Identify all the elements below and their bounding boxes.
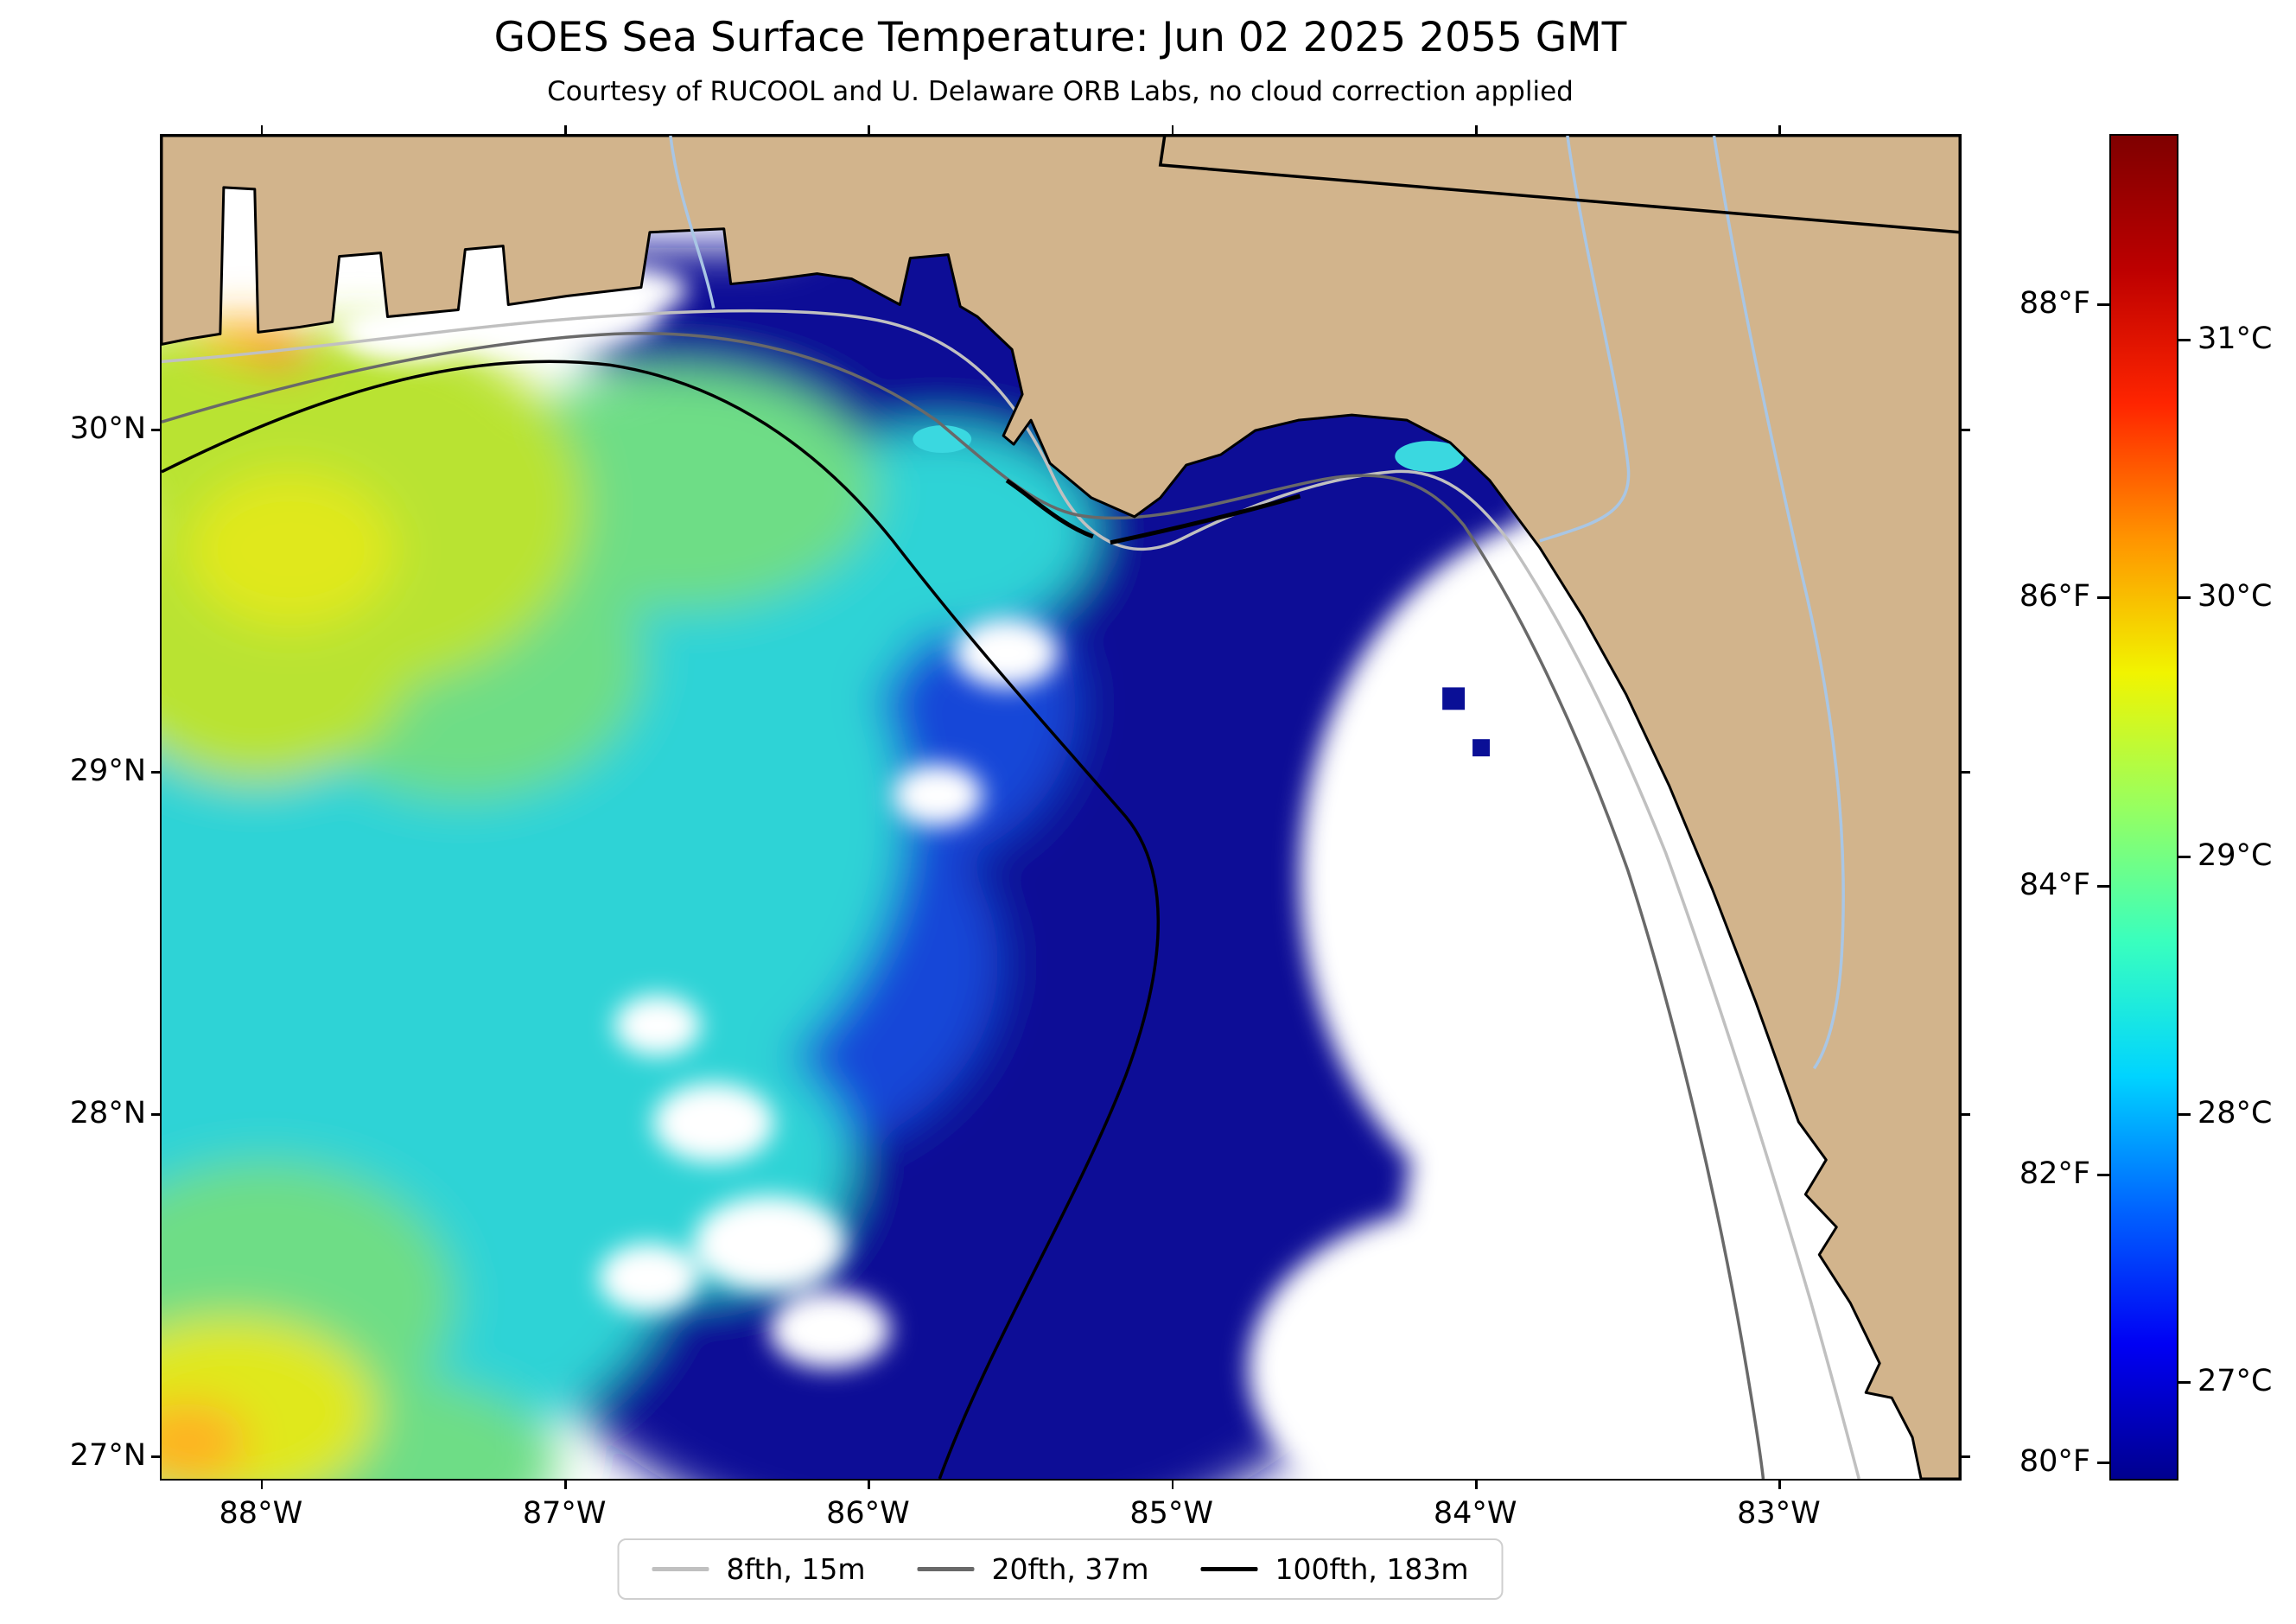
x-tick-label: 83°W [1737, 1496, 1821, 1531]
x-tick [260, 1479, 264, 1489]
y-tick-label: 29°N [69, 754, 146, 789]
x-tick [564, 1479, 567, 1489]
x-tick-top [1171, 125, 1174, 136]
colorbar-tick-f [2097, 303, 2111, 307]
river-central [1539, 136, 1631, 543]
x-tick [1475, 1479, 1478, 1489]
colorbar-label-f: 84°F [2019, 868, 2090, 903]
contour-legend: 8fth, 15m 20fth, 37m 100fth, 183m [617, 1538, 1504, 1600]
river-east [1712, 136, 1845, 1070]
x-tick-top [1778, 125, 1781, 136]
y-tick-label: 27°N [69, 1438, 146, 1474]
y-tick-right [1960, 429, 1970, 431]
legend-line-20fth-icon [917, 1567, 975, 1571]
legend-label-20fth: 20fth, 37m [991, 1552, 1149, 1586]
rivers [669, 136, 1845, 1070]
colorbar-label-c: 29°C [2197, 837, 2273, 873]
y-tick [151, 1113, 162, 1116]
contour-100fth-183m [162, 360, 1161, 1479]
x-tick [1171, 1479, 1174, 1489]
colorbar-tick-f [2097, 1461, 2111, 1464]
x-tick-top [260, 125, 264, 136]
y-tick [151, 429, 162, 431]
colorbar-gradient [2111, 136, 2177, 1479]
legend-item-100fth: 100fth, 183m [1200, 1552, 1469, 1586]
legend-label-8fth: 8fth, 15m [726, 1552, 866, 1586]
y-tick-label: 30°N [69, 411, 146, 447]
colorbar-label-c: 28°C [2197, 1096, 2273, 1131]
x-tick-label: 85°W [1129, 1496, 1214, 1531]
colorbar-tick-f [2097, 1174, 2111, 1177]
colorbar-tick-c [2177, 855, 2191, 858]
legend-label-100fth: 100fth, 183m [1275, 1552, 1469, 1586]
x-tick-top [868, 125, 870, 136]
y-tick-right [1960, 1455, 1970, 1458]
colorbar-tick-f [2097, 885, 2111, 888]
colorbar-label-c: 30°C [2197, 579, 2273, 615]
bathymetry-contours [162, 309, 1860, 1479]
x-tick [868, 1479, 870, 1489]
colorbar-label-f: 88°F [2019, 286, 2090, 322]
legend-line-8fth-icon [652, 1567, 709, 1571]
land-mass [162, 136, 1960, 1479]
y-tick-label: 28°N [69, 1096, 146, 1131]
map-plot-area: 88°W 87°W 86°W 85°W 84°W 83°W 30°N 29°N … [70, 125, 1970, 1531]
x-tick-label: 86°W [826, 1496, 910, 1531]
colorbar-label-f: 86°F [2019, 579, 2090, 615]
colorbar-tick-c [2177, 596, 2191, 600]
x-tick-label: 87°W [522, 1496, 607, 1531]
barrier-islands [1005, 478, 1301, 545]
y-tick-right [1960, 1113, 1970, 1116]
temperature-colorbar: 88°F 86°F 84°F 82°F 80°F 31°C 30°C 29°C … [2019, 134, 2272, 1481]
y-tick-right [1960, 771, 1970, 774]
sst-hottest-spot [256, 340, 308, 366]
colorbar-label-f: 82°F [2019, 1156, 2090, 1192]
sst-warm-region [162, 471, 395, 1479]
legend-line-100fth-icon [1200, 1567, 1258, 1571]
colorbar-tick-c [2177, 1380, 2191, 1384]
x-tick-label: 84°W [1433, 1496, 1517, 1531]
colorbar-label-c: 31°C [2197, 321, 2273, 356]
sst-map-svg [162, 136, 1960, 1479]
legend-item-20fth: 20fth, 37m [917, 1552, 1149, 1586]
contour-8fth-15m [162, 309, 1860, 1479]
x-tick-top [564, 125, 567, 136]
colorbar-label-c: 27°C [2197, 1363, 2273, 1398]
colorbar-label-f: 80°F [2019, 1443, 2090, 1479]
colorbar-tick-c [2177, 1113, 2191, 1117]
colorbar-tick-f [2097, 596, 2111, 600]
y-tick [151, 771, 162, 774]
colorbar-tick-c [2177, 338, 2191, 341]
x-tick [1778, 1479, 1781, 1489]
figure-title: GOES Sea Surface Temperature: Jun 02 202… [493, 14, 1627, 61]
y-tick [151, 1455, 162, 1458]
x-tick-label: 88°W [219, 1496, 303, 1531]
state-boundary-line [1158, 136, 1960, 234]
river-west [669, 136, 716, 309]
x-tick-top [1475, 125, 1478, 136]
figure-subtitle: Courtesy of RUCOOL and U. Delaware ORB L… [547, 76, 1574, 107]
legend-item-8fth: 8fth, 15m [652, 1552, 866, 1586]
contour-20fth-37m [162, 332, 1765, 1479]
